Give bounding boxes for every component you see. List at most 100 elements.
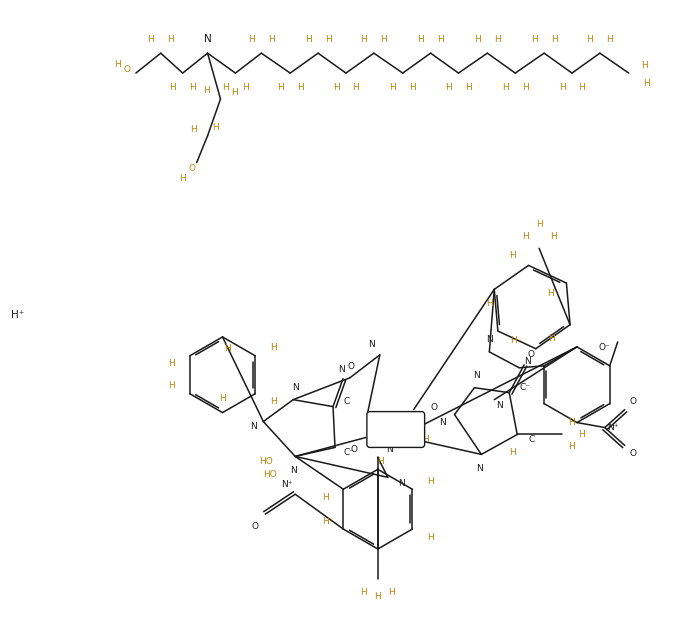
Text: N: N (439, 418, 446, 427)
Text: H: H (550, 232, 556, 241)
Text: C⁻: C⁻ (520, 383, 531, 392)
Text: H: H (536, 220, 542, 229)
Text: C⁻: C⁻ (343, 448, 355, 457)
Text: H: H (559, 82, 565, 91)
Text: H: H (268, 35, 275, 43)
Text: H: H (325, 35, 332, 43)
Text: N: N (496, 401, 503, 410)
Text: N: N (387, 445, 393, 454)
Text: H: H (242, 82, 248, 91)
Text: H: H (437, 35, 444, 43)
Text: H: H (322, 493, 329, 502)
Text: H: H (203, 86, 210, 95)
Text: H: H (219, 394, 226, 403)
Text: H: H (332, 82, 339, 91)
Text: H: H (270, 343, 277, 352)
Text: H: H (305, 35, 311, 43)
Text: H: H (586, 35, 593, 43)
Text: H: H (389, 82, 396, 91)
Text: H: H (322, 516, 329, 526)
Text: H: H (389, 589, 395, 597)
Text: N: N (398, 479, 405, 488)
Text: H: H (486, 299, 493, 308)
Text: O: O (252, 521, 259, 530)
Text: O: O (123, 65, 131, 73)
Text: H: H (353, 82, 359, 91)
Text: H: H (231, 88, 238, 98)
Text: N: N (486, 335, 493, 344)
Text: H: H (510, 337, 517, 346)
Text: H: H (550, 35, 557, 43)
Text: H: H (417, 35, 424, 43)
Text: H⁺: H⁺ (12, 310, 24, 320)
Text: H: H (509, 448, 516, 457)
Text: H: H (643, 79, 650, 88)
Text: H: H (465, 82, 472, 91)
Text: H: H (374, 592, 381, 601)
Text: O: O (629, 397, 636, 406)
Text: N⁺: N⁺ (607, 423, 619, 432)
Text: H: H (190, 82, 196, 91)
Text: H: H (169, 381, 175, 390)
Text: N: N (204, 35, 211, 44)
Text: H: H (179, 174, 186, 183)
Text: H: H (222, 82, 229, 91)
Text: H: H (427, 477, 433, 486)
Text: O: O (629, 449, 636, 458)
Text: H: H (248, 35, 255, 43)
Text: H: H (548, 334, 555, 343)
Text: Abs: Abs (386, 424, 406, 435)
Text: H: H (190, 125, 197, 134)
Text: H: H (569, 442, 575, 451)
Text: H: H (509, 251, 516, 260)
Text: N⁺: N⁺ (282, 480, 293, 489)
Text: N: N (368, 341, 375, 350)
Text: H: H (569, 418, 575, 427)
Text: H: H (445, 82, 452, 91)
Text: H: H (380, 35, 387, 43)
Text: H: H (494, 35, 501, 43)
Text: H: H (361, 35, 367, 43)
Text: N: N (476, 464, 483, 473)
Text: H: H (522, 232, 529, 241)
Text: C: C (344, 397, 350, 406)
Text: O: O (527, 350, 535, 359)
Text: O: O (351, 445, 357, 454)
Text: N: N (524, 357, 531, 366)
Text: H: H (502, 82, 508, 91)
Text: O⁻: O⁻ (599, 343, 611, 352)
Text: N: N (290, 466, 297, 475)
Text: H: H (579, 430, 586, 439)
Text: H: H (361, 589, 367, 597)
Text: H: H (641, 61, 648, 70)
Text: H: H (277, 82, 284, 91)
Text: H: H (212, 123, 219, 132)
Text: N: N (250, 422, 257, 431)
Text: N: N (473, 371, 480, 380)
Text: HO: HO (259, 457, 274, 466)
Text: O: O (188, 164, 195, 173)
Text: H: H (167, 35, 174, 43)
Text: H: H (114, 59, 121, 68)
Text: H: H (474, 35, 481, 43)
Text: O: O (430, 403, 437, 412)
Text: N: N (338, 366, 345, 374)
Text: H: H (270, 397, 277, 406)
Text: C: C (528, 435, 534, 444)
Text: N: N (292, 383, 299, 392)
Text: HO: HO (263, 470, 278, 479)
Text: H: H (169, 82, 176, 91)
Text: H: H (522, 82, 529, 91)
Text: H: H (427, 532, 433, 541)
Text: H: H (148, 35, 154, 43)
Text: H: H (297, 82, 303, 91)
Text: O: O (347, 362, 355, 371)
Text: H: H (410, 82, 416, 91)
Text: H: H (531, 35, 538, 43)
Text: H: H (607, 35, 613, 43)
Text: H: H (579, 82, 586, 91)
Text: H: H (378, 457, 384, 466)
FancyBboxPatch shape (367, 412, 424, 447)
Text: H: H (224, 344, 231, 353)
Text: H: H (547, 289, 554, 298)
